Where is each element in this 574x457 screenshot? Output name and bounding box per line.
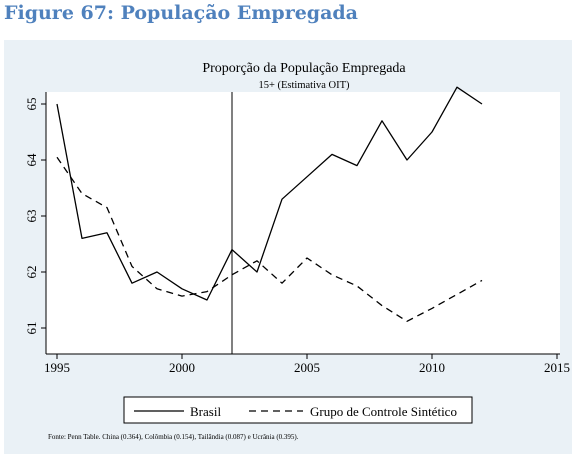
series-line-brasil <box>56 86 483 301</box>
x-tick-label-1995: 1995 <box>44 360 70 375</box>
legend: Brasil Grupo de Controle Sintético <box>123 396 473 424</box>
y-tick-label-62: 62 <box>24 266 39 279</box>
series-line-controle-sintetico <box>56 156 483 322</box>
legend-box <box>123 396 473 424</box>
figure-title: Figure 67: População Empregada <box>4 2 358 24</box>
y-ticks: 61 62 63 64 65 <box>24 98 46 335</box>
x-tick-label-2010: 2010 <box>419 360 445 375</box>
chart-panel: Proporção da População Empregada 15+ (Es… <box>4 40 572 454</box>
plot-area <box>46 92 560 354</box>
x-tick-label-2000: 2000 <box>169 360 195 375</box>
chart-title: Proporção da População Empregada <box>202 61 406 76</box>
x-tick-label-2005: 2005 <box>294 360 320 375</box>
y-tick-label-64: 64 <box>24 153 39 167</box>
x-ticks: 1995 2000 2005 2010 2015 <box>44 354 570 375</box>
y-tick-label-61: 61 <box>24 322 39 335</box>
source-note: Fonte: Penn Table. China (0.364), Colômb… <box>48 433 299 441</box>
chart-subtitle: 15+ (Estimativa OIT) <box>258 80 350 91</box>
series-group <box>56 86 483 322</box>
line-chart: Proporção da População Empregada 15+ (Es… <box>24 61 570 441</box>
legend-label-controle: Grupo de Controle Sintético <box>310 404 457 419</box>
y-tick-label-65: 65 <box>24 98 39 111</box>
y-tick-label-63: 63 <box>24 210 39 223</box>
legend-label-brasil: Brasil <box>190 404 221 419</box>
x-tick-label-2015: 2015 <box>544 360 570 375</box>
